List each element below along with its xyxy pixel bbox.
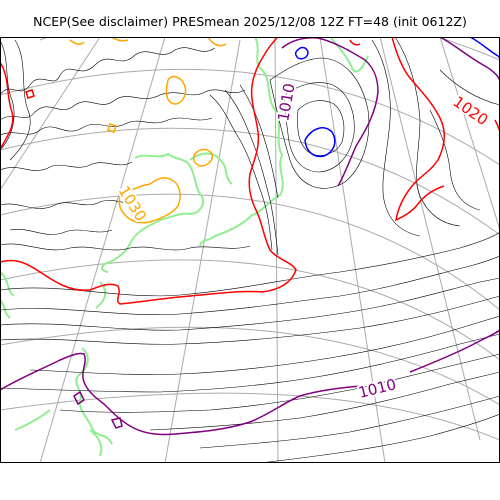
low-center-contour: [294, 46, 309, 60]
longitude-line: [439, 37, 500, 231]
coastline: [0, 37, 369, 457]
latitude-line: [0, 326, 500, 406]
longitude-line: [164, 39, 241, 463]
latitude-line: [0, 392, 500, 441]
latitude-line: [0, 193, 500, 311]
low-center-contour: [469, 37, 500, 59]
pressure-map: 1010 1010 1020 1030: [0, 37, 500, 463]
low-center-contour: [304, 127, 336, 158]
isobars: [0, 37, 500, 463]
longitude-line: [274, 37, 279, 463]
latitude-line: [0, 127, 500, 236]
graticule: [0, 37, 500, 463]
longitude-line: [0, 37, 101, 191]
longitude-line: [39, 37, 166, 463]
longitude-line: [319, 37, 386, 463]
isobar-1020: [0, 37, 500, 305]
longitude-line: [379, 37, 481, 441]
latitude-line: [0, 259, 500, 361]
map-title: NCEP(See disclaimer) PRESmean 2025/12/08…: [33, 14, 467, 29]
low-pressure-contours: [294, 37, 500, 158]
